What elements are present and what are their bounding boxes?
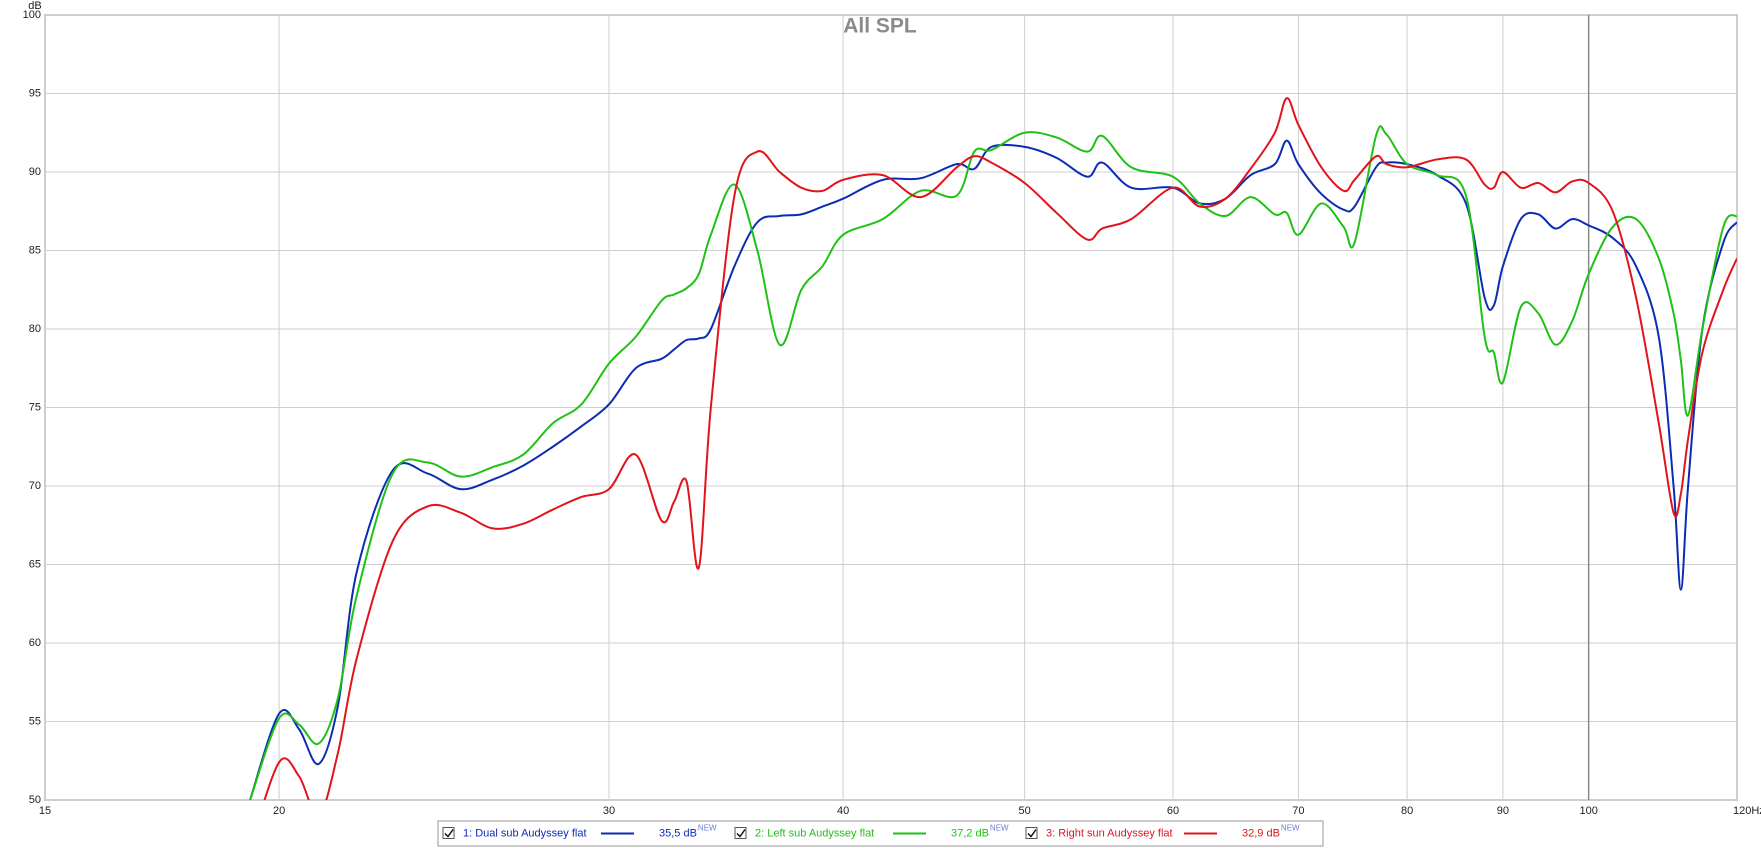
y-tick-label: 95 xyxy=(29,87,41,99)
x-tick-label: 40 xyxy=(837,805,849,817)
legend-checkmark xyxy=(736,829,746,838)
y-tick-label: 70 xyxy=(29,480,41,492)
legend-checkbox[interactable] xyxy=(1025,827,1038,839)
y-tick-label: 75 xyxy=(29,401,41,413)
legend-badge: NEW xyxy=(698,824,717,833)
y-tick-label: 65 xyxy=(29,558,41,570)
legend-box xyxy=(437,820,1324,847)
x-tick-label: 15 xyxy=(39,805,51,817)
y-tick-label: 50 xyxy=(29,794,41,806)
series-line xyxy=(263,97,1737,800)
x-tick-label: 60 xyxy=(1167,805,1179,817)
legend-label: 3: Right sun Audyssey flat xyxy=(1046,827,1173,839)
chart-title: All SPL xyxy=(843,15,917,38)
legend-checkbox[interactable] xyxy=(734,827,747,839)
legend: 1: Dual sub Audyssey flat 35,5 dB NEW 2: Le… xyxy=(437,820,1324,847)
x-tick-label: 50 xyxy=(1019,805,1031,817)
legend-label: 1: Dual sub Audyssey flat xyxy=(463,827,587,839)
y-tick-label: 100 xyxy=(23,9,41,21)
series-line xyxy=(249,125,1737,800)
y-tick-label: 80 xyxy=(29,323,41,335)
y-axis-label: dB xyxy=(28,0,41,12)
legend-label: 2: Left sub Audyssey flat xyxy=(755,827,874,839)
x-tick-label: 20 xyxy=(273,805,285,817)
x-tick-label: 70 xyxy=(1292,805,1304,817)
lines xyxy=(249,97,1737,800)
legend-checkmark xyxy=(1027,829,1037,838)
y-tick-label: 60 xyxy=(29,637,41,649)
y-tick-label: 85 xyxy=(29,244,41,256)
x-tick-label: 90 xyxy=(1497,805,1509,817)
x-tick-label: 80 xyxy=(1401,805,1413,817)
legend-badge: NEW xyxy=(990,824,1009,833)
legend-level: 37,2 dB xyxy=(951,827,989,839)
x-tick-label: 120Hz xyxy=(1733,805,1761,817)
legend-level: 32,9 dB xyxy=(1242,827,1280,839)
y-tick-label: 90 xyxy=(29,166,41,178)
legend-checkmark xyxy=(444,829,454,838)
x-tick-label: 100 xyxy=(1579,805,1597,817)
legend-level: 35,5 dB xyxy=(659,827,697,839)
y-tick-label: 55 xyxy=(29,715,41,727)
legend-checkbox[interactable] xyxy=(442,827,455,839)
legend-badge: NEW xyxy=(1281,824,1300,833)
grid xyxy=(44,14,1738,801)
x-tick-label: 30 xyxy=(603,805,615,817)
series-line xyxy=(249,139,1737,800)
